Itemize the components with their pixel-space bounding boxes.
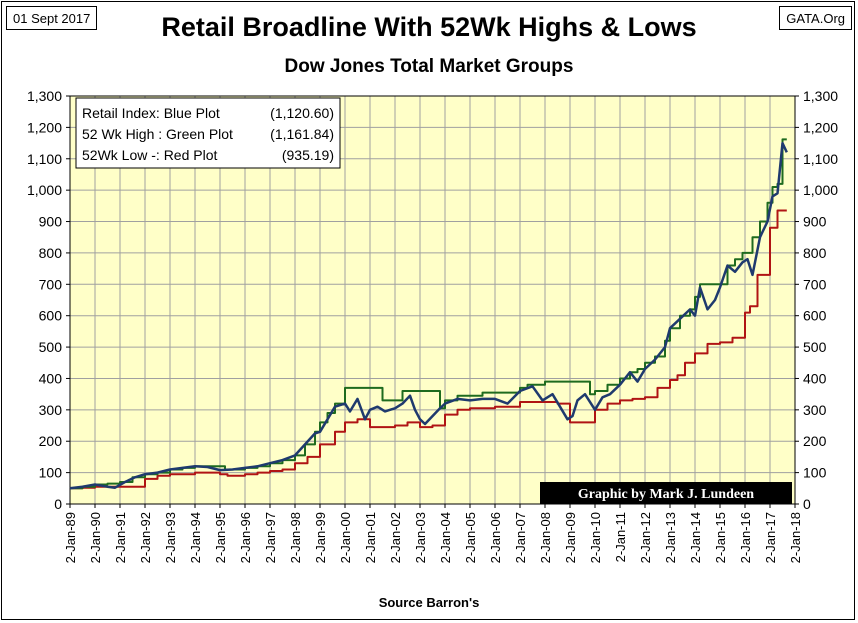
x-tick-label: 2-Jan-93 <box>163 512 178 563</box>
x-tick-label: 2-Jan-11 <box>613 512 628 562</box>
y-tick-label: 900 <box>39 214 63 230</box>
x-tick-label: 2-Jan-02 <box>388 512 403 563</box>
x-tick-label: 2-Jan-96 <box>238 512 253 563</box>
credit-label: Graphic by Mark J. Lundeen <box>578 487 754 502</box>
y-tick-label: 700 <box>39 276 63 292</box>
y-tick-label-right: 1,300 <box>803 88 838 104</box>
y-tick-label: 100 <box>39 465 63 481</box>
x-tick-label: 2-Jan-14 <box>688 512 703 563</box>
y-tick-label-right: 900 <box>803 214 827 230</box>
x-tick-label: 2-Jan-16 <box>738 512 753 563</box>
x-tick-label: 2-Jan-10 <box>588 512 603 563</box>
x-tick-label: 2-Jan-98 <box>288 512 303 563</box>
x-tick-label: 2-Jan-15 <box>713 512 728 563</box>
x-tick-label: 2-Jan-00 <box>338 512 353 563</box>
y-tick-label: 500 <box>39 339 63 355</box>
x-tick-label: 2-Jan-13 <box>663 512 678 563</box>
legend-value: (1,120.60) <box>270 105 334 121</box>
plot-border <box>69 95 796 505</box>
x-tick-label: 2-Jan-04 <box>438 512 453 563</box>
y-tick-label: 300 <box>39 402 63 418</box>
x-tick-label: 2-Jan-90 <box>88 512 103 563</box>
y-tick-label: 0 <box>54 496 62 512</box>
x-tick-label: 2-Jan-18 <box>788 512 803 563</box>
x-tick-label: 2-Jan-94 <box>188 512 203 563</box>
y-tick-label: 600 <box>39 308 63 324</box>
y-tick-label: 1,000 <box>27 182 62 198</box>
x-tick-label: 2-Jan-05 <box>463 512 478 563</box>
x-tick-label: 2-Jan-03 <box>413 512 428 563</box>
y-tick-label-right: 400 <box>803 370 827 386</box>
legend-label: 52Wk Low -: Red Plot <box>82 147 217 163</box>
source-label: GATA.Org <box>779 6 852 30</box>
y-tick-label-right: 500 <box>803 339 827 355</box>
date-label: 01 Sept 2017 <box>6 6 98 30</box>
y-tick-label: 1,300 <box>27 88 62 104</box>
y-tick-label-right: 200 <box>803 433 827 449</box>
y-tick-label-right: 600 <box>803 308 827 324</box>
x-tick-label: 2-Jan-06 <box>488 512 503 563</box>
x-tick-label: 2-Jan-97 <box>263 512 278 563</box>
x-tick-label: 2-Jan-92 <box>138 512 153 563</box>
x-tick-label: 2-Jan-99 <box>313 512 328 563</box>
legend-value: (935.19) <box>282 147 334 163</box>
legend-label: Retail Index: Blue Plot <box>82 105 220 121</box>
series-line-52wk-low <box>70 209 787 490</box>
legend-box <box>75 97 341 169</box>
chart-title: Retail Broadline With 52Wk Highs & Lows <box>161 12 697 42</box>
x-tick-label: 2-Jan-09 <box>563 512 578 563</box>
y-tick-label-right: 1,100 <box>803 151 838 167</box>
x-tick-label: 2-Jan-07 <box>513 512 528 563</box>
y-tick-label-right: 1,000 <box>803 182 838 198</box>
y-tick-label: 200 <box>39 433 63 449</box>
legend-value: (1,161.84) <box>270 126 334 142</box>
credit-box <box>540 482 792 504</box>
y-tick-label: 1,100 <box>27 151 62 167</box>
y-tick-label-right: 300 <box>803 402 827 418</box>
y-tick-label-right: 800 <box>803 245 827 261</box>
y-tick-label-right: 100 <box>803 465 827 481</box>
x-tick-label: 2-Jan-12 <box>638 512 653 563</box>
y-tick-label: 1,200 <box>27 119 62 135</box>
y-tick-label: 400 <box>39 370 63 386</box>
y-tick-label-right: 1,200 <box>803 119 838 135</box>
series-line-retail-index <box>69 141 788 490</box>
x-tick-label: 2-Jan-91 <box>113 512 128 563</box>
x-tick-label: 2-Jan-01 <box>363 512 378 563</box>
x-tick-label: 2-Jan-95 <box>213 512 228 563</box>
x-tick-label: 2-Jan-17 <box>763 512 778 563</box>
x-axis-label: Source Barron's <box>378 595 480 610</box>
x-tick-label: 2-Jan-89 <box>63 512 78 563</box>
y-tick-label-right: 0 <box>803 496 811 512</box>
x-tick-label: 2-Jan-08 <box>538 512 553 563</box>
y-tick-label: 800 <box>39 245 63 261</box>
chart-subtitle: Dow Jones Total Market Groups <box>284 56 574 77</box>
legend-label: 52 Wk High : Green Plot <box>82 126 233 142</box>
y-tick-label-right: 700 <box>803 276 827 292</box>
